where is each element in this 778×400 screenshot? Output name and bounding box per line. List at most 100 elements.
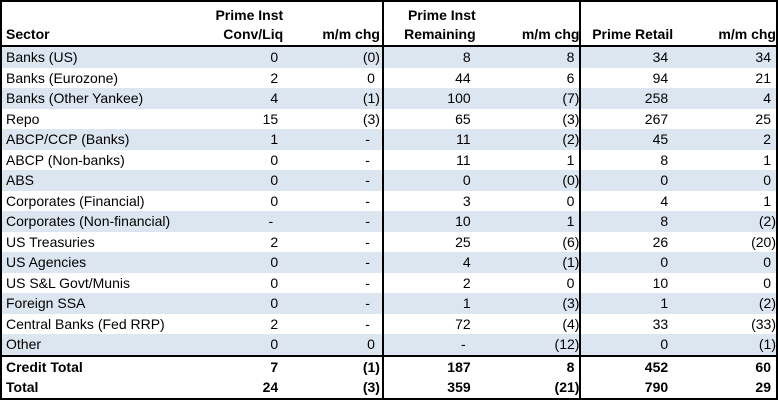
header-remaining-line: Remaining xyxy=(404,26,476,42)
table-row: ABCP/CCP (Banks) 1-11 (2) 45 2 xyxy=(1,129,777,150)
sector-cell: Corporates (Financial) xyxy=(6,192,145,209)
value-cell: 0 xyxy=(270,274,279,291)
value-cell: - xyxy=(207,211,284,232)
value-cell: 0 xyxy=(207,293,284,314)
value-cell: (3) xyxy=(283,108,384,129)
value-cell: 94 xyxy=(652,69,669,86)
table-row: US Treasuries 2- 25 (6) 26 (20) xyxy=(1,231,777,252)
table-row: US S&L Govt/Munis 0-2 0 10 0 xyxy=(1,272,777,293)
value-cell: 34 xyxy=(580,46,674,68)
value-cell: 258 xyxy=(580,88,674,109)
value-cell: 10 xyxy=(652,274,669,291)
value-cell: (2) xyxy=(673,293,777,314)
value-cell: 33 xyxy=(652,315,669,332)
value-cell: 1 xyxy=(763,192,771,209)
value-cell: 0 xyxy=(580,334,674,356)
value-cell: 4 xyxy=(207,88,284,109)
header-conv-liq-line: Conv/Liq xyxy=(223,26,284,42)
value-cell: 6 xyxy=(477,67,582,88)
table-body: Banks (US) 0 (0) 8 8 34 34 Banks (Eurozone) 2 0 44… xyxy=(1,46,777,399)
header-sector: Sector xyxy=(1,1,208,47)
table-row: Corporates (Financial) 0-3 0 4 1 xyxy=(1,190,777,211)
value-cell: 0 xyxy=(382,170,478,191)
value-cell: 21 xyxy=(755,69,771,86)
total-row: Total 24 (3) 359 (21) 790 29 xyxy=(1,377,777,399)
value-cell: 8 xyxy=(382,46,478,68)
value-cell: 1 xyxy=(763,151,771,168)
value-cell: 11 xyxy=(382,129,478,150)
table-row: Foreign SSA 0-1 (3) 1 (2) xyxy=(1,293,777,314)
sector-cell: Total xyxy=(6,379,39,396)
header-mm-chg-3: m/m chg xyxy=(673,1,777,47)
value-cell: - xyxy=(283,129,384,150)
table-row: Central Banks (Fed RRP) 2- 72 (4) 33 (33) xyxy=(1,313,777,334)
value-cell: - xyxy=(283,190,384,211)
value-cell: 4 xyxy=(660,192,669,209)
value-cell: 0 xyxy=(477,190,582,211)
value-cell: 10 xyxy=(382,211,478,232)
value-cell: 790 xyxy=(644,379,669,396)
value-cell: (7) xyxy=(477,88,582,109)
sector-cell: US S&L Govt/Munis xyxy=(6,274,130,291)
header-prime-inst-conv-liq: Prime Inst Conv/Liq xyxy=(207,1,284,47)
value-cell: (2) xyxy=(673,211,777,232)
value-cell: - xyxy=(382,334,478,356)
value-cell: (3) xyxy=(477,293,582,314)
table-row: Other 0 0- (12) 0 (1) xyxy=(1,334,777,356)
value-cell: 8 xyxy=(477,354,582,377)
value-cell: 0 xyxy=(207,334,284,356)
value-cell: 26 xyxy=(652,233,669,250)
value-cell: 24 xyxy=(262,379,279,396)
value-cell: 0 xyxy=(270,192,279,209)
table-row: Repo 15 (3) 65 (3) 267 25 xyxy=(1,108,777,129)
value-cell: - xyxy=(283,231,384,252)
value-cell: 0 xyxy=(270,151,279,168)
value-cell: 45 xyxy=(580,129,674,150)
value-cell: 34 xyxy=(673,46,777,68)
sector-cell: Central Banks (Fed RRP) xyxy=(6,315,165,332)
sector-cell: Foreign SSA xyxy=(1,293,208,314)
sector-cell: ABCP/CCP (Banks) xyxy=(1,129,208,150)
table-row: Banks (Other Yankee) 4 (1) 100 (7) 258 4 xyxy=(1,88,777,109)
value-cell: - xyxy=(283,211,384,232)
value-cell: 2 xyxy=(462,274,471,291)
value-cell: 452 xyxy=(580,354,674,377)
value-cell: (1) xyxy=(283,354,384,377)
value-cell: 15 xyxy=(262,110,279,127)
value-cell: 2 xyxy=(270,315,279,332)
value-cell: 25 xyxy=(455,233,471,250)
value-cell: 4 xyxy=(673,88,777,109)
value-cell: 2 xyxy=(270,69,279,86)
value-cell: (3) xyxy=(477,108,582,129)
value-cell: (1) xyxy=(673,334,777,356)
sector-cell: ABCP (Non-banks) xyxy=(6,151,125,168)
value-cell: 0 xyxy=(580,170,674,191)
value-cell: 3 xyxy=(462,192,471,209)
value-cell: 359 xyxy=(447,379,471,396)
sector-cell: Corporates (Non-financial) xyxy=(1,211,208,232)
value-cell: - xyxy=(283,293,384,314)
value-cell: - xyxy=(283,149,384,170)
value-cell: 1 xyxy=(207,129,284,150)
value-cell: 187 xyxy=(382,354,478,377)
value-cell: 1 xyxy=(382,293,478,314)
sector-cell: Credit Total xyxy=(1,354,208,377)
header-row: Sector Prime Inst Conv/Liq m/m chg Prime… xyxy=(1,1,777,47)
value-cell: (12) xyxy=(477,334,582,356)
value-cell: (21) xyxy=(477,377,582,399)
table-row: US Agencies 0-4 (1) 0 0 xyxy=(1,252,777,273)
header-mm-chg-2: m/m chg xyxy=(477,1,582,47)
value-cell: (3) xyxy=(283,377,384,399)
value-cell: (6) xyxy=(477,231,582,252)
table-row: ABS 0-0 (0) 0 0 xyxy=(1,170,777,191)
value-cell: (0) xyxy=(477,170,582,191)
value-cell: 0 xyxy=(207,170,284,191)
value-cell: 8 xyxy=(580,211,674,232)
value-cell: 0 xyxy=(673,170,777,191)
sector-cell: Banks (Eurozone) xyxy=(6,69,119,86)
total-row: Credit Total 7 (1) 187 8 452 60 xyxy=(1,354,777,377)
value-cell: 267 xyxy=(644,110,669,127)
value-cell: 29 xyxy=(755,379,771,396)
